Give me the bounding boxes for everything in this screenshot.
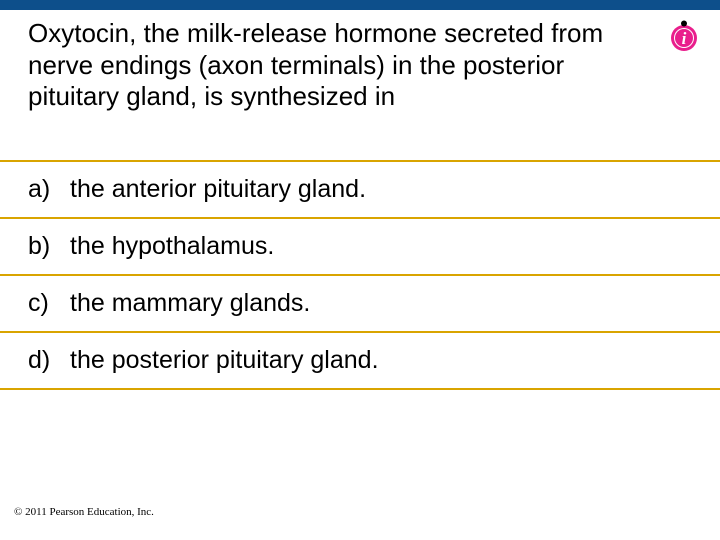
top-bar bbox=[0, 0, 720, 10]
option-a[interactable]: a) the anterior pituitary gland. bbox=[0, 162, 720, 219]
option-label: c) bbox=[28, 289, 70, 318]
option-text: the posterior pituitary gland. bbox=[70, 346, 379, 375]
question-text: Oxytocin, the milk-release hormone secre… bbox=[28, 18, 628, 113]
option-label: a) bbox=[28, 175, 70, 204]
option-b[interactable]: b) the hypothalamus. bbox=[0, 219, 720, 276]
copyright-footer: © 2011 Pearson Education, Inc. bbox=[14, 506, 154, 518]
option-d[interactable]: d) the posterior pituitary gland. bbox=[0, 333, 720, 390]
info-icon[interactable]: i bbox=[668, 20, 700, 52]
option-label: d) bbox=[28, 346, 70, 375]
options-area: a) the anterior pituitary gland. b) the … bbox=[0, 160, 720, 390]
option-text: the anterior pituitary gland. bbox=[70, 175, 366, 204]
option-c[interactable]: c) the mammary glands. bbox=[0, 276, 720, 333]
option-text: the mammary glands. bbox=[70, 289, 310, 318]
option-text: the hypothalamus. bbox=[70, 232, 274, 261]
question-area: Oxytocin, the milk-release hormone secre… bbox=[0, 10, 720, 160]
svg-text:i: i bbox=[682, 29, 687, 48]
option-label: b) bbox=[28, 232, 70, 261]
